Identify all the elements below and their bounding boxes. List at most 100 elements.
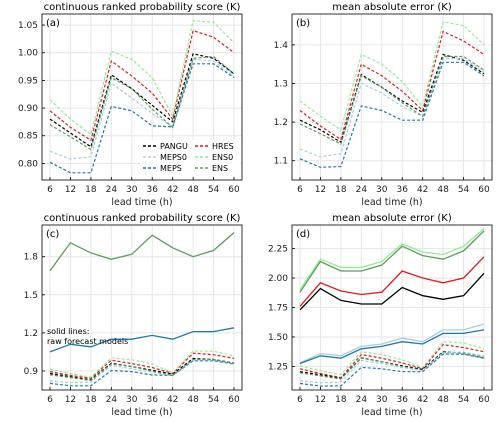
x-tick-label: 36 bbox=[146, 395, 158, 405]
x-tick-label: 6 bbox=[297, 395, 303, 405]
legend-label-ens: ENS bbox=[212, 164, 228, 173]
panel-title: mean absolute error (K) bbox=[332, 2, 452, 13]
y-tick-label: 1.75 bbox=[268, 304, 288, 314]
x-axis-label: lead time (h) bbox=[111, 407, 172, 418]
y-tick-label: 1.2 bbox=[24, 329, 38, 339]
panel-c: 6 12 18 24 30 36 42 48 54 60 0.9 1.2 1.5 1.8 continuou… bbox=[24, 213, 243, 418]
legend-label-ens0: ENS0 bbox=[212, 153, 233, 162]
series-line-meps-dashed bbox=[299, 353, 485, 387]
x-tick-label: 18 bbox=[335, 395, 347, 405]
x-axis-label: lead time (h) bbox=[361, 407, 422, 418]
panel-label: (c) bbox=[46, 229, 59, 240]
plot-frame bbox=[41, 224, 243, 391]
x-tick-label: 36 bbox=[396, 185, 408, 195]
panel-title: continuous ranked probability score (K) bbox=[44, 2, 241, 13]
legend-label-meps: MEPS bbox=[160, 164, 182, 173]
annotation-text: raw forecast models bbox=[47, 337, 128, 346]
x-tick-label: 24 bbox=[106, 395, 118, 405]
x-tick-label: 12 bbox=[315, 395, 326, 405]
series-line-hres-solid bbox=[299, 256, 485, 307]
series-line-meps-dashed bbox=[49, 360, 235, 387]
x-tick-label: 6 bbox=[47, 395, 53, 405]
x-tick-label: 48 bbox=[437, 185, 449, 195]
series-line-meps-dashed bbox=[299, 61, 485, 168]
y-tick-label: 1.00 bbox=[18, 49, 38, 59]
series-line-meps-solid bbox=[49, 327, 235, 353]
x-tick-label: 30 bbox=[126, 395, 138, 405]
series-line-meps0-dashed bbox=[299, 352, 485, 384]
x-tick-label: 18 bbox=[85, 185, 97, 195]
x-tick-label: 24 bbox=[356, 185, 368, 195]
y-tick-label: 1.3 bbox=[274, 79, 288, 89]
y-tick-label: 0.90 bbox=[18, 104, 38, 114]
series-line-ens0-dashed bbox=[49, 350, 235, 378]
panel-a: 6 12 18 24 30 36 42 48 54 60 0.80 0.85 0.90 0.95 1.00 1… bbox=[18, 2, 243, 208]
series-line-meps0-dashed bbox=[49, 58, 235, 160]
series-line-meps0-dashed bbox=[49, 359, 235, 384]
panel-d: 6 12 18 24 30 36 42 48 54 60 1.25 1.50 1.75 2.00 2.25 m… bbox=[268, 213, 493, 418]
x-tick-label: 60 bbox=[478, 185, 490, 195]
x-tick-label: 30 bbox=[376, 185, 388, 195]
series-line-ens-solid bbox=[299, 230, 485, 293]
series-line-hres-dashed bbox=[49, 29, 235, 142]
x-tick-label: 24 bbox=[106, 185, 118, 195]
x-tick-label: 30 bbox=[376, 395, 388, 405]
y-tick-label: 1.5 bbox=[24, 291, 38, 301]
panel-label: (d) bbox=[296, 229, 310, 240]
x-tick-label: 36 bbox=[146, 185, 158, 195]
x-tick-label: 42 bbox=[167, 185, 178, 195]
x-tick-label: 54 bbox=[458, 185, 470, 195]
series-line-ens0-solid bbox=[299, 228, 485, 291]
y-tick-label: 2.00 bbox=[268, 274, 288, 284]
plot-frame bbox=[41, 13, 243, 181]
y-tick-label: 0.80 bbox=[18, 159, 38, 169]
legend-label-meps0: MEPS0 bbox=[160, 153, 187, 162]
y-tick-label: 1.8 bbox=[24, 253, 39, 263]
panel-title: continuous ranked probability score (K) bbox=[44, 213, 241, 224]
y-tick-label: 1.4 bbox=[274, 41, 289, 51]
x-axis-label: lead time (h) bbox=[361, 197, 422, 208]
y-tick-label: 1.05 bbox=[18, 21, 38, 31]
x-tick-label: 42 bbox=[417, 395, 428, 405]
series-line-meps0-dashed bbox=[299, 57, 485, 158]
panel-b: 6 12 18 24 30 36 42 48 54 60 1.1 1.2 1.3 1.4 mean abso… bbox=[274, 2, 493, 208]
x-tick-label: 12 bbox=[315, 185, 326, 195]
panel-label: (b) bbox=[296, 18, 310, 29]
series-line-pangu-solid bbox=[299, 272, 485, 311]
series-line-pangu-dashed bbox=[49, 53, 235, 148]
series-line-ens-dashed bbox=[49, 358, 235, 382]
x-tick-label: 48 bbox=[187, 395, 199, 405]
x-tick-label: 42 bbox=[417, 185, 428, 195]
x-tick-label: 54 bbox=[208, 185, 220, 195]
series-line-ens-dashed bbox=[49, 55, 235, 151]
x-tick-label: 18 bbox=[85, 395, 97, 405]
series-line-ens0-dashed bbox=[299, 341, 485, 376]
y-tick-label: 1.1 bbox=[274, 157, 288, 167]
series-line-meps-dashed bbox=[49, 63, 235, 174]
x-tick-label: 60 bbox=[478, 395, 490, 405]
x-tick-label: 12 bbox=[65, 395, 76, 405]
x-tick-label: 12 bbox=[65, 185, 76, 195]
y-tick-label: 2.25 bbox=[268, 245, 288, 255]
series-line-hres-dashed bbox=[299, 30, 485, 141]
series-line-meps0-solid bbox=[299, 323, 485, 364]
y-tick-label: 1.2 bbox=[274, 118, 288, 128]
series-line-hres-dashed bbox=[299, 343, 485, 379]
y-tick-label: 0.95 bbox=[18, 76, 38, 86]
panel-label: (a) bbox=[46, 18, 60, 29]
y-tick-label: 1.50 bbox=[268, 333, 288, 343]
x-tick-label: 24 bbox=[356, 395, 368, 405]
legend-label-pangu: PANGU bbox=[160, 142, 188, 151]
y-tick-label: 0.85 bbox=[18, 132, 38, 142]
x-tick-label: 48 bbox=[187, 185, 199, 195]
series-line-ens0-dashed bbox=[49, 19, 235, 136]
x-tick-label: 36 bbox=[396, 395, 408, 405]
series-line-meps-solid bbox=[299, 329, 485, 365]
x-tick-label: 18 bbox=[335, 185, 347, 195]
x-tick-label: 42 bbox=[167, 395, 178, 405]
y-tick-label: 0.9 bbox=[24, 367, 39, 377]
x-tick-label: 54 bbox=[458, 395, 470, 405]
legend: PANGU HRES MEPS0 ENS0 MEPS ENS bbox=[140, 140, 240, 176]
x-tick-label: 60 bbox=[228, 185, 240, 195]
